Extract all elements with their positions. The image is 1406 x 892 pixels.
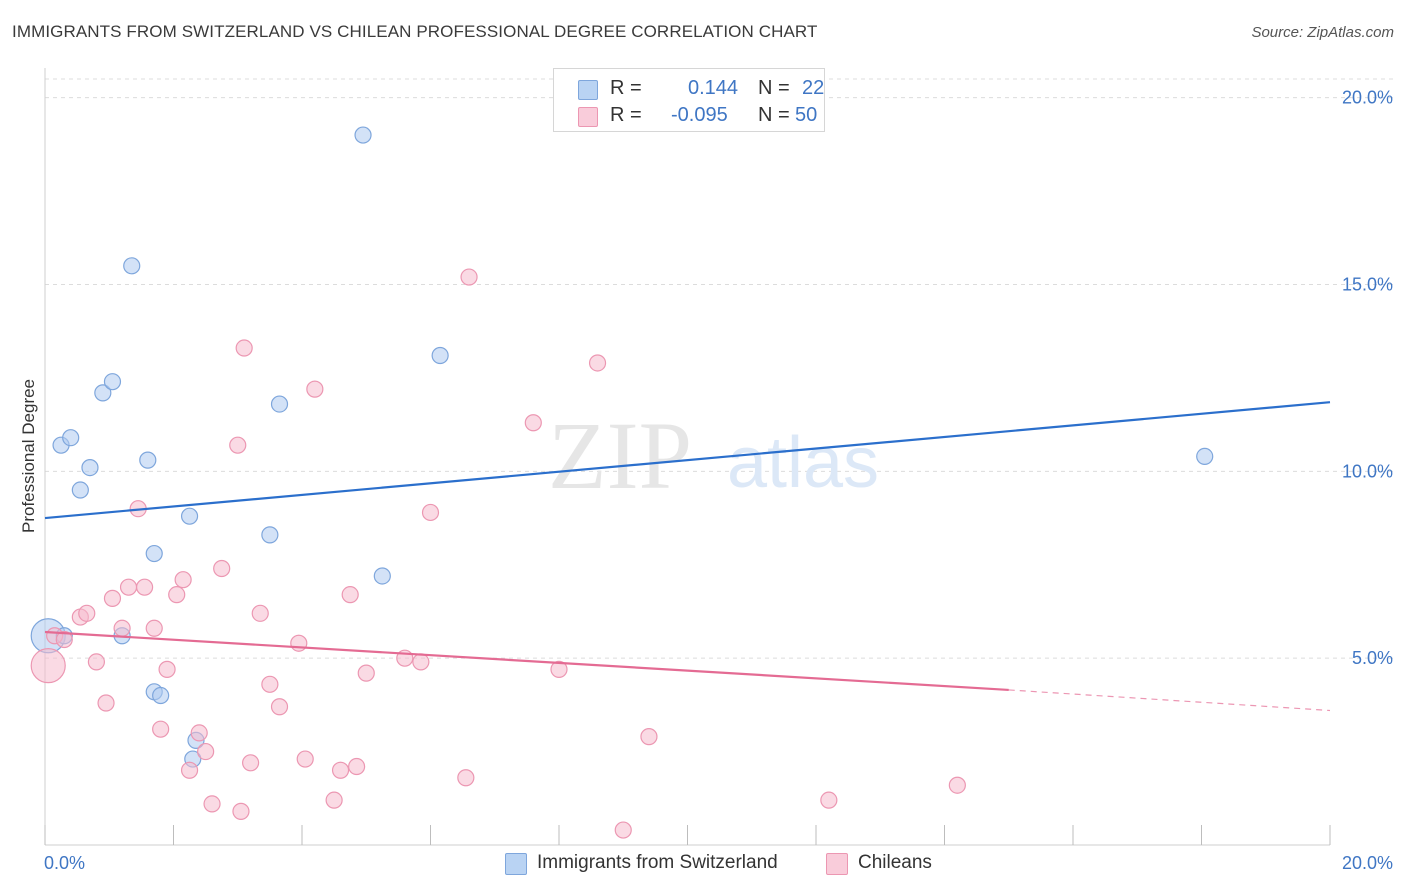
chilean-point xyxy=(113,619,131,637)
blue-swatch xyxy=(578,80,598,100)
chilean-point xyxy=(97,694,115,712)
grid-lines xyxy=(45,78,1393,659)
chilean-point xyxy=(119,578,138,596)
switzerland-point xyxy=(123,257,141,275)
chilean-point xyxy=(261,675,279,693)
chilean-point xyxy=(232,802,250,820)
tick-labels: 5.0% 10.0% 15.0% 20.0% 0.0% 20.0% xyxy=(44,88,1393,873)
n-label: N = xyxy=(758,77,790,99)
chilean-point xyxy=(87,653,106,671)
chilean-point xyxy=(357,664,375,682)
chilean-point xyxy=(135,578,154,596)
source-credit: Source: ZipAtlas.com xyxy=(1251,24,1394,41)
r-value: 0.144 xyxy=(688,77,739,99)
chilean-point xyxy=(457,769,475,787)
axes xyxy=(44,68,1331,846)
blue-swatch xyxy=(505,853,527,875)
chilean-point xyxy=(190,724,208,742)
switzerland-point xyxy=(152,686,170,705)
chilean-point xyxy=(460,268,478,286)
chilean-point xyxy=(30,648,66,684)
switzerland-point xyxy=(354,126,372,144)
chilean-point xyxy=(550,660,568,678)
y-tick-label: 15.0% xyxy=(1342,275,1393,295)
chilean-point xyxy=(103,589,122,607)
chilean-point xyxy=(242,754,260,772)
chilean-point xyxy=(270,698,289,716)
switzerland-point xyxy=(373,567,391,585)
chilean-point xyxy=(820,791,838,809)
chilean-point xyxy=(325,791,343,809)
chilean-point xyxy=(331,761,350,779)
chilean-point xyxy=(348,757,366,776)
chilean-point xyxy=(55,630,73,649)
legend-label: Chileans xyxy=(858,852,932,873)
switzerland-point xyxy=(1196,447,1214,465)
chilean-point xyxy=(158,660,176,678)
chilean-point xyxy=(421,503,440,522)
n-label: N = xyxy=(758,104,790,126)
chilean-point xyxy=(213,559,231,578)
r-value: -0.095 xyxy=(671,104,728,126)
r-label: R = xyxy=(610,77,642,99)
chilean-point xyxy=(229,436,247,454)
switzerland-point xyxy=(62,429,80,447)
switzerland-trend-line xyxy=(44,401,1331,520)
chilean-point xyxy=(341,586,359,604)
chilean-point xyxy=(168,586,186,604)
chilean-trend-line-extension xyxy=(1008,689,1331,712)
switzerland-point xyxy=(139,451,157,469)
watermark-atlas: atlas xyxy=(727,423,879,503)
trend-lines xyxy=(44,401,1331,712)
n-value: 22 xyxy=(802,77,825,99)
switzerland-point xyxy=(261,526,279,544)
chilean-point xyxy=(524,414,542,432)
x-tick-label: 0.0% xyxy=(44,853,85,873)
chilean-point xyxy=(235,339,253,357)
data-points xyxy=(30,126,1214,839)
chilean-point xyxy=(145,619,163,637)
switzerland-point xyxy=(81,459,99,477)
chilean-point xyxy=(180,761,199,779)
y-axis-label: Professional Degree xyxy=(19,379,38,533)
legend-label: Immigrants from Switzerland xyxy=(537,852,778,873)
chilean-point xyxy=(948,776,966,794)
chilean-point xyxy=(306,380,324,398)
y-tick-label: 5.0% xyxy=(1352,648,1393,668)
watermark-zip: ZIP xyxy=(548,402,692,509)
y-tick-label: 20.0% xyxy=(1342,88,1393,108)
switzerland-point xyxy=(270,395,289,413)
chilean-point xyxy=(290,634,308,652)
chilean-point xyxy=(203,795,221,813)
chilean-point xyxy=(614,821,632,839)
chilean-point xyxy=(251,604,269,622)
switzerland-point xyxy=(71,481,89,499)
chilean-point xyxy=(152,720,170,738)
pink-swatch xyxy=(578,107,598,127)
chart-title: IMMIGRANTS FROM SWITZERLAND VS CHILEAN P… xyxy=(12,22,818,41)
switzerland-point xyxy=(94,384,112,402)
switzerland-point xyxy=(145,544,163,563)
chilean-point xyxy=(296,750,314,768)
chilean-point xyxy=(412,653,430,671)
chilean-point xyxy=(640,728,658,746)
pink-swatch xyxy=(826,853,848,875)
switzerland-point xyxy=(431,346,449,365)
r-label: R = xyxy=(610,104,642,126)
chilean-point xyxy=(197,742,215,761)
switzerland-point xyxy=(180,507,199,525)
x-tick-label: 20.0% xyxy=(1342,853,1393,873)
chilean-point xyxy=(174,571,192,589)
switzerland-point xyxy=(103,373,122,391)
n-value: 50 xyxy=(795,104,818,126)
chilean-point xyxy=(78,604,96,622)
correlation-legend: R = 0.144 N = 22 R = -0.095 N = 50 xyxy=(553,68,825,132)
chilean-trend-line xyxy=(44,630,1009,692)
y-tick-label: 10.0% xyxy=(1342,461,1393,481)
chilean-point xyxy=(588,354,607,372)
